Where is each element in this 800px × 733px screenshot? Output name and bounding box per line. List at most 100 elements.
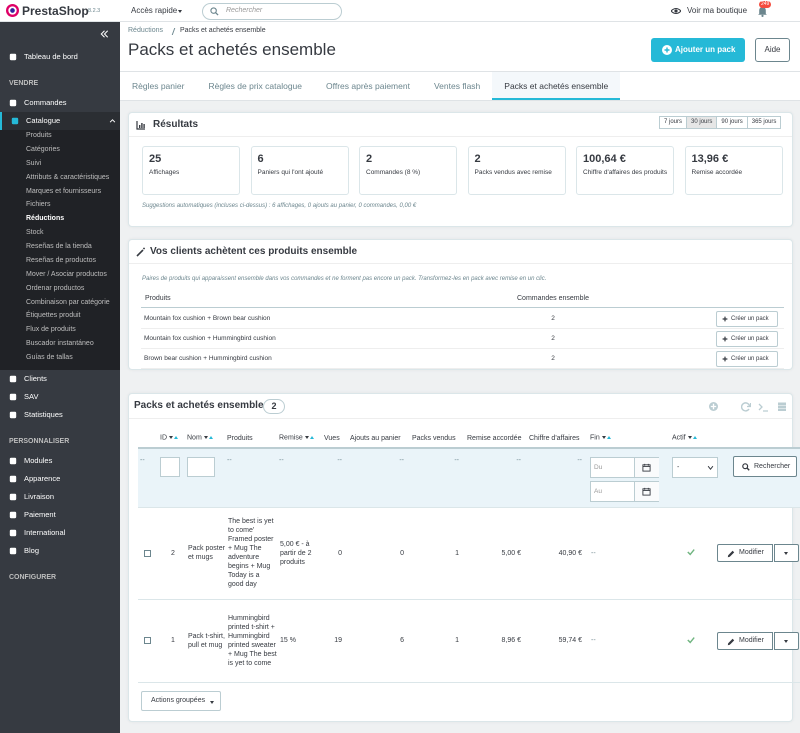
- filter-cell: Rechercher: [712, 448, 800, 507]
- view-shop[interactable]: Voir ma boutique: [687, 6, 748, 15]
- sidebar-item[interactable]: Livraison: [0, 488, 120, 506]
- edit-dropdown[interactable]: [774, 631, 799, 650]
- search-button[interactable]: Rechercher: [733, 456, 797, 477]
- period-button[interactable]: 30 jours: [686, 116, 718, 129]
- submenu-item[interactable]: Catégories: [26, 145, 60, 153]
- header-row: ID Nom Produits Remise Vues Ajouts au panier P…: [138, 429, 800, 448]
- tab[interactable]: Règles panier: [132, 81, 185, 91]
- period-button[interactable]: 90 jours: [716, 116, 748, 129]
- logo-icon: [6, 4, 19, 17]
- sidebar-item[interactable]: Paiement: [0, 506, 120, 524]
- sidebar-item[interactable]: International: [0, 524, 120, 542]
- submenu-item[interactable]: Ordenar productos: [26, 284, 85, 292]
- panel-description: Paires de produits qui apparaissent ense…: [142, 276, 547, 282]
- submenu-item[interactable]: Reseñas de la tienda: [26, 243, 92, 250]
- column-label[interactable]: Actif: [672, 434, 686, 442]
- sort-desc[interactable]: [687, 436, 692, 440]
- bulk-actions-button[interactable]: Actions groupées: [141, 691, 221, 711]
- sort-desc[interactable]: [601, 436, 606, 440]
- column-label[interactable]: ID: [160, 434, 167, 442]
- sort-asc[interactable]: [174, 436, 178, 440]
- filter-input[interactable]: [160, 457, 180, 477]
- create-pack-button[interactable]: Créer un pack: [716, 351, 778, 367]
- breadcrumb-item[interactable]: Réductions: [128, 27, 164, 34]
- sidebar-item[interactable]: Tableau de bord: [0, 48, 120, 66]
- filter-cell: --: [465, 448, 527, 507]
- export-icon: [778, 402, 786, 411]
- sidebar-item[interactable]: Clients: [0, 370, 120, 388]
- submenu-item[interactable]: Marques et fournisseurs: [26, 187, 102, 195]
- active-check-shape: [687, 636, 695, 643]
- sidebar-item[interactable]: Blog: [0, 542, 120, 560]
- menu-icon: [9, 529, 17, 537]
- tab[interactable]: Ventes flash: [433, 81, 481, 91]
- tab[interactable]: Packs et achetés ensemble: [492, 72, 621, 100]
- sort-desc[interactable]: [169, 436, 173, 440]
- active-check: [687, 549, 695, 556]
- help-button[interactable]: Aide: [755, 38, 790, 62]
- search-box[interactable]: Rechercher: [202, 3, 342, 20]
- submenu-item[interactable]: Guías de tallas: [26, 354, 73, 361]
- edit-button[interactable]: Modifier: [717, 544, 773, 562]
- tab[interactable]: Règles de prix catalogue: [208, 81, 303, 91]
- period-button[interactable]: 365 jours: [746, 116, 782, 129]
- tab[interactable]: Offres après paiement: [326, 81, 410, 91]
- sidebar-item[interactable]: Statistiques: [0, 406, 120, 424]
- filter-cell: --: [322, 448, 348, 507]
- submenu-item[interactable]: Produits: [26, 132, 52, 139]
- add-button[interactable]: Ajouter un pack: [651, 38, 745, 62]
- cell-text: 15 %: [280, 637, 296, 644]
- sort-desc[interactable]: [203, 436, 208, 440]
- kpi-card: 25 Affichages: [142, 146, 240, 195]
- refresh-icon-shape: [741, 402, 751, 412]
- sidebar-item[interactable]: Apparence: [0, 470, 120, 488]
- plus-circle-shape: [664, 47, 670, 53]
- submenu-item[interactable]: Combinaison par catégorie: [26, 298, 110, 306]
- date-input[interactable]: Au: [590, 481, 659, 502]
- column-label[interactable]: Remise: [279, 434, 303, 442]
- sidebar-item[interactable]: Catalogue: [0, 112, 120, 130]
- notification-badge[interactable]: 249: [759, 1, 772, 8]
- row-checkbox[interactable]: [144, 549, 151, 557]
- filter-input[interactable]: [187, 457, 215, 477]
- caret: [784, 639, 788, 643]
- sort-arrows: [169, 434, 178, 441]
- sort-asc[interactable]: [208, 436, 213, 440]
- sort-asc[interactable]: [606, 436, 611, 440]
- edit-dropdown[interactable]: [774, 544, 799, 562]
- column-label[interactable]: Fin: [590, 434, 600, 442]
- submenu-item[interactable]: Attributs & caractéristiques: [26, 173, 110, 181]
- submenu-item[interactable]: Flux de produits: [26, 326, 76, 334]
- date-input[interactable]: Du: [590, 457, 659, 478]
- submenu-item[interactable]: Réductions: [26, 215, 65, 223]
- submenu-item[interactable]: Suivi: [26, 159, 42, 167]
- kpi-value: 100,64 €: [583, 153, 626, 165]
- edit-button[interactable]: Modifier: [717, 631, 773, 650]
- page-header: Réductions Packs et achetés ensemble Packs…: [120, 22, 800, 71]
- quick-access[interactable]: Accès rapide: [131, 6, 178, 15]
- submenu-item[interactable]: Mover / Asociar productos: [26, 270, 107, 278]
- create-pack-button[interactable]: Créer un pack: [716, 331, 778, 347]
- sort-desc[interactable]: [304, 436, 309, 440]
- period-button[interactable]: 7 jours: [659, 116, 688, 129]
- cell-text: --: [591, 637, 596, 644]
- create-pack-button[interactable]: Créer un pack: [716, 311, 778, 327]
- submenu-item[interactable]: Fichiers: [26, 201, 51, 209]
- sort-asc[interactable]: [692, 436, 697, 440]
- column-label[interactable]: Nom: [187, 434, 202, 442]
- sidebar-item[interactable]: Modules: [0, 452, 120, 470]
- menu-icon-shape: [11, 117, 19, 125]
- submenu-item[interactable]: Reseñas de productos: [26, 256, 97, 264]
- submenu-item[interactable]: Étiquettes produit: [26, 312, 81, 320]
- table-body: ID Nom Produits Remise Vues Ajouts au panier P…: [138, 429, 800, 682]
- sort-asc[interactable]: [309, 436, 314, 440]
- active-select[interactable]: -: [672, 457, 718, 478]
- sidebar-item[interactable]: SAV: [0, 388, 120, 406]
- sidebar-label: Clients: [24, 373, 47, 383]
- menu-icon: [9, 475, 17, 483]
- sidebar-item[interactable]: Commandes: [0, 94, 120, 112]
- submenu-item[interactable]: Stock: [26, 229, 44, 237]
- row-checkbox[interactable]: [144, 637, 151, 644]
- menu-icon-shape: [9, 53, 17, 61]
- submenu-item[interactable]: Buscador instantáneo: [26, 340, 94, 348]
